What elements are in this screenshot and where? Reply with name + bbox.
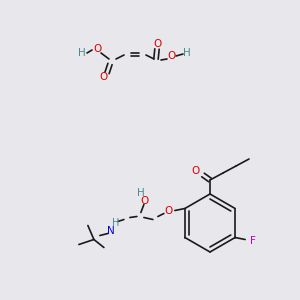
Text: F: F xyxy=(250,236,256,247)
Text: O: O xyxy=(93,44,101,54)
Text: H: H xyxy=(112,218,120,229)
Text: O: O xyxy=(141,196,149,206)
Text: N: N xyxy=(107,226,115,236)
Text: O: O xyxy=(99,72,107,82)
Text: H: H xyxy=(78,48,86,58)
Text: O: O xyxy=(192,166,200,176)
Text: O: O xyxy=(165,206,173,217)
Text: H: H xyxy=(137,188,145,199)
Text: O: O xyxy=(154,39,162,49)
Text: H: H xyxy=(183,48,191,58)
Text: O: O xyxy=(167,51,175,61)
